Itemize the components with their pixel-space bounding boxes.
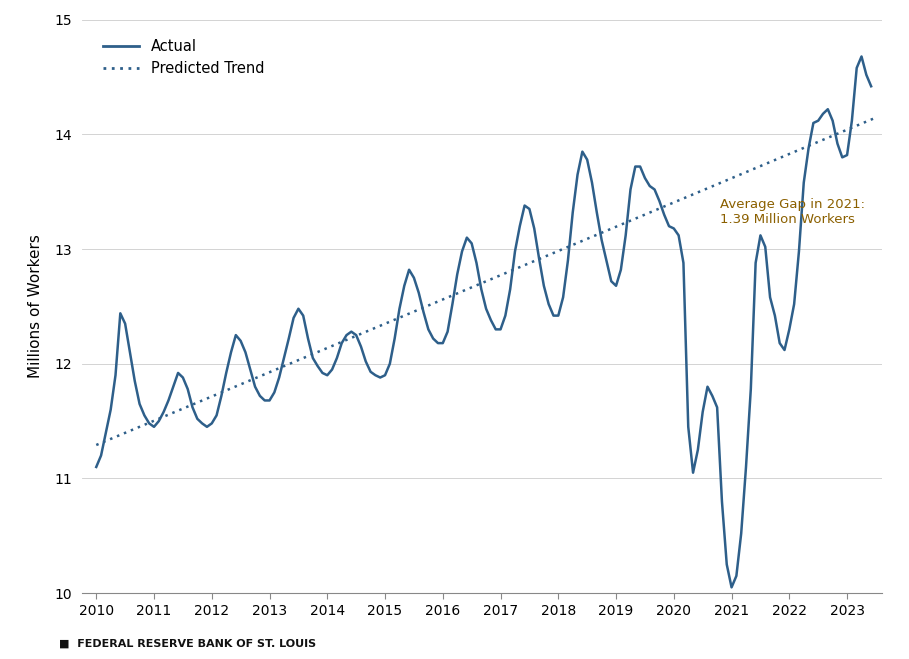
Text: ■  FEDERAL RESERVE BANK OF ST. LOUIS: ■ FEDERAL RESERVE BANK OF ST. LOUIS (59, 639, 316, 649)
Text: Average Gap in 2021:
1.39 Million Workers: Average Gap in 2021: 1.39 Million Worker… (720, 198, 865, 225)
Legend: Actual, Predicted Trend: Actual, Predicted Trend (97, 33, 270, 82)
Y-axis label: Millions of Workers: Millions of Workers (28, 235, 44, 378)
